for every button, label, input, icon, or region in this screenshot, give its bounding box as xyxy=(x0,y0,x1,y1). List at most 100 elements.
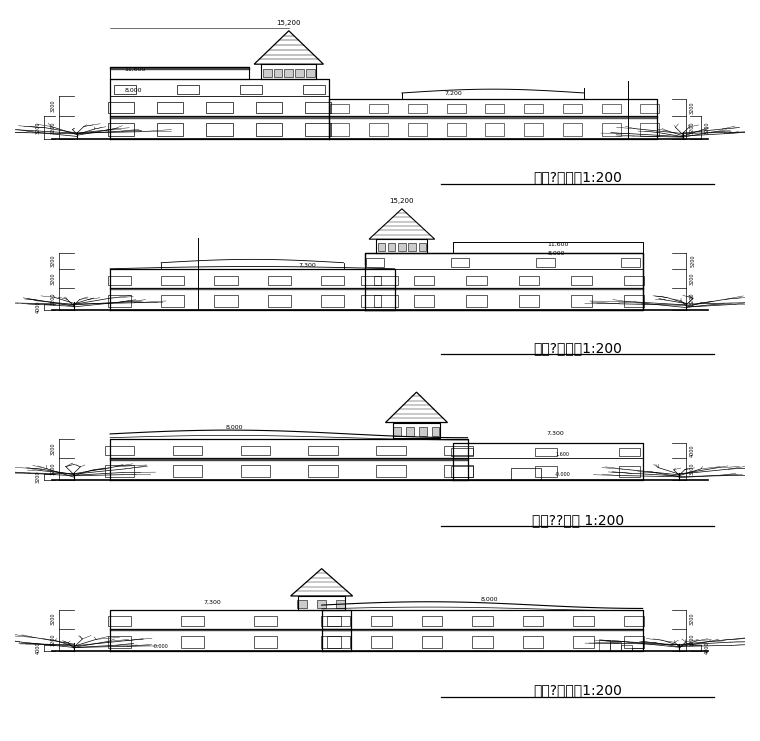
Bar xyxy=(241,446,270,456)
Text: -0.000: -0.000 xyxy=(154,644,169,649)
Text: 8,000: 8,000 xyxy=(125,88,142,93)
Bar xyxy=(366,258,385,267)
Bar xyxy=(254,636,277,648)
Text: 幼儿?西立面1:200: 幼儿?西立面1:200 xyxy=(534,683,622,697)
Bar xyxy=(447,122,466,136)
Bar xyxy=(369,122,388,136)
Bar xyxy=(622,258,640,267)
Bar xyxy=(572,276,591,285)
Text: 15,200: 15,200 xyxy=(277,20,301,26)
Text: 幼儿?北立面1:200: 幼儿?北立面1:200 xyxy=(534,341,622,355)
Bar xyxy=(306,69,315,77)
Bar xyxy=(472,617,492,626)
Bar xyxy=(309,465,337,477)
Bar xyxy=(518,276,539,285)
Bar xyxy=(466,295,486,307)
Bar xyxy=(181,636,204,648)
Text: 8,000: 8,000 xyxy=(548,251,565,256)
Bar xyxy=(241,465,270,477)
Bar xyxy=(108,276,131,285)
Bar xyxy=(378,244,385,251)
Bar xyxy=(619,466,641,477)
Bar xyxy=(173,446,202,456)
Bar xyxy=(214,295,238,307)
Bar xyxy=(511,468,540,480)
Bar xyxy=(361,295,382,307)
Bar xyxy=(305,102,331,113)
Text: 3200: 3200 xyxy=(36,471,41,483)
Bar xyxy=(394,427,401,436)
Bar xyxy=(641,122,660,136)
Text: 幼儿??立面 1:200: 幼儿??立面 1:200 xyxy=(531,513,624,527)
Bar xyxy=(105,446,134,456)
Text: 4000: 4000 xyxy=(690,445,695,457)
Bar xyxy=(432,427,439,436)
Text: 15,200: 15,200 xyxy=(390,199,414,205)
Bar xyxy=(447,104,466,113)
Bar xyxy=(327,617,350,626)
Bar xyxy=(610,642,621,651)
Bar xyxy=(518,295,539,307)
Bar xyxy=(284,69,293,77)
Bar xyxy=(374,295,397,307)
Bar xyxy=(108,102,134,113)
Bar xyxy=(572,295,591,307)
Bar xyxy=(372,636,392,648)
Text: 3200: 3200 xyxy=(50,442,55,455)
Bar xyxy=(361,276,382,285)
Bar xyxy=(451,448,473,456)
Text: -0.000: -0.000 xyxy=(555,472,570,477)
Text: 3200: 3200 xyxy=(50,463,55,476)
Text: 8,000: 8,000 xyxy=(480,597,499,602)
Bar xyxy=(327,636,350,648)
Bar xyxy=(303,84,325,94)
Text: 3200: 3200 xyxy=(690,463,695,476)
Bar xyxy=(422,636,442,648)
Bar xyxy=(255,102,282,113)
Bar xyxy=(602,122,621,136)
Bar xyxy=(537,258,555,267)
Bar xyxy=(376,465,406,477)
Bar xyxy=(305,122,331,136)
Bar xyxy=(422,617,442,626)
Bar xyxy=(563,122,582,136)
Text: 3200: 3200 xyxy=(50,613,55,625)
Bar xyxy=(369,104,388,113)
Bar xyxy=(419,244,426,251)
Bar xyxy=(108,122,134,136)
Text: 11,600: 11,600 xyxy=(125,67,146,72)
Bar xyxy=(376,446,406,456)
Bar xyxy=(181,617,204,626)
Bar xyxy=(157,102,183,113)
Text: 3200: 3200 xyxy=(690,122,695,134)
Bar xyxy=(486,104,505,113)
Text: 3200: 3200 xyxy=(690,293,695,305)
Bar xyxy=(621,645,632,651)
Bar xyxy=(388,244,395,251)
Bar xyxy=(268,276,291,285)
Bar xyxy=(331,122,350,136)
Bar xyxy=(173,465,202,477)
Text: 3200: 3200 xyxy=(50,634,55,646)
Bar xyxy=(336,599,345,608)
Bar xyxy=(331,104,350,113)
Text: 3200: 3200 xyxy=(50,255,55,267)
Bar xyxy=(523,636,543,648)
Bar xyxy=(632,648,643,651)
Bar xyxy=(114,84,135,94)
Bar xyxy=(297,599,307,608)
Bar xyxy=(255,122,282,136)
Bar xyxy=(573,617,594,626)
Bar xyxy=(207,102,233,113)
Bar xyxy=(451,258,470,267)
Bar xyxy=(374,276,397,285)
Bar xyxy=(309,446,337,456)
Text: 3200: 3200 xyxy=(690,613,695,625)
Bar xyxy=(444,465,473,477)
Bar xyxy=(407,427,413,436)
Bar xyxy=(408,244,416,251)
Text: 4000: 4000 xyxy=(705,642,710,654)
Bar xyxy=(105,465,134,477)
Text: 3200: 3200 xyxy=(705,122,710,134)
Bar xyxy=(624,295,644,307)
